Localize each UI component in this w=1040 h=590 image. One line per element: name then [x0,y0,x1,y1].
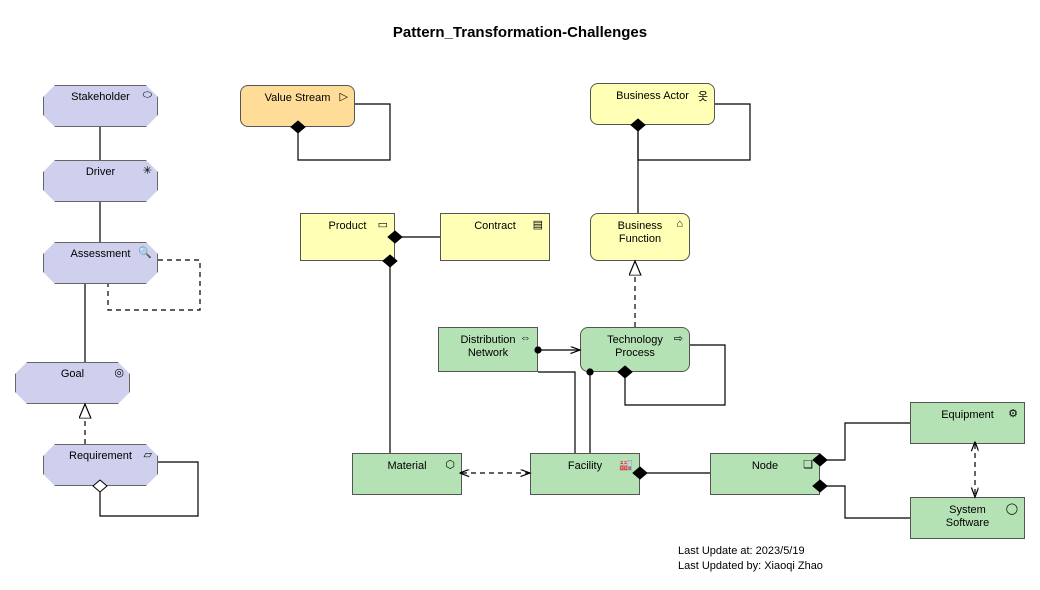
footer-update-date: Last Update at: 2023/5/19 [678,545,805,557]
requirement-icon: ▱ [144,448,152,461]
node-label: Business Actor [616,90,689,103]
footer-update-by: Last Updated by: Xiaoqi Zhao [678,560,823,572]
driver-icon: ✳ [143,164,152,177]
node-business_fn: Business Function ⌂ [590,213,690,261]
dist_network-icon: ⇔ [520,332,531,344]
node-label: Requirement [69,450,132,463]
node-business_actor: Business Actor 옷 [590,83,715,125]
node_el-icon: ❏ [803,458,813,471]
product-icon: ▭ [378,218,388,231]
node-contract: Contract ▤ [440,213,550,261]
business_fn-icon: ⌂ [676,218,683,230]
contract-icon: ▤ [533,218,543,231]
edge-sys_software-node_el [820,486,910,518]
equipment-icon: ⚙ [1008,407,1018,420]
edge-facility-dist_network [538,372,575,453]
tech_process-icon: ⇨ [674,332,683,345]
node-assessment: Assessment 🔍 [43,242,158,284]
facility-icon: 🏭 [619,458,633,471]
diagram-title: Pattern_Transformation-Challenges [0,24,1040,41]
node-dist_network: Distribution Network ⇔ [438,327,538,372]
node-label: Driver [86,166,115,179]
node-label: Node [752,460,778,473]
edge-equipment-node_el [820,423,910,460]
node-label: Business Function [618,220,663,246]
business_actor-icon: 옷 [698,88,708,104]
node-node_el: Node ❏ [710,453,820,495]
goal-icon: ◎ [114,366,124,379]
node-tech_process: Technology Process ⇨ [580,327,690,372]
node-driver: Driver ✳ [43,160,158,202]
node-label: Distribution Network [460,334,515,360]
stakeholder-icon: ⬭ [143,89,152,102]
node-product: Product ▭ [300,213,395,261]
node-label: Value Stream [265,92,331,105]
node-label: System Software [946,504,989,530]
node-label: Assessment [71,248,131,261]
node-label: Material [387,460,426,473]
node-facility: Facility 🏭 [530,453,640,495]
node-label: Product [329,220,367,233]
node-label: Goal [61,368,84,381]
node-stakeholder: Stakeholder ⬭ [43,85,158,127]
value_stream-icon: ▷ [340,90,348,103]
edges-layer [0,0,1040,590]
sys_software-icon: ◯ [1006,502,1018,515]
node-label: Contract [474,220,516,233]
node-label: Equipment [941,409,994,422]
assessment-icon: 🔍 [138,246,152,259]
node-sys_software: System Software ◯ [910,497,1025,539]
node-label: Stakeholder [71,91,130,104]
node-goal: Goal ◎ [15,362,130,404]
node-requirement: Requirement ▱ [43,444,158,486]
material-icon: ⬡ [445,458,455,471]
node-value_stream: Value Stream ▷ [240,85,355,127]
node-material: Material ⬡ [352,453,462,495]
node-equipment: Equipment ⚙ [910,402,1025,444]
node-label: Facility [568,460,602,473]
node-label: Technology Process [607,334,663,360]
